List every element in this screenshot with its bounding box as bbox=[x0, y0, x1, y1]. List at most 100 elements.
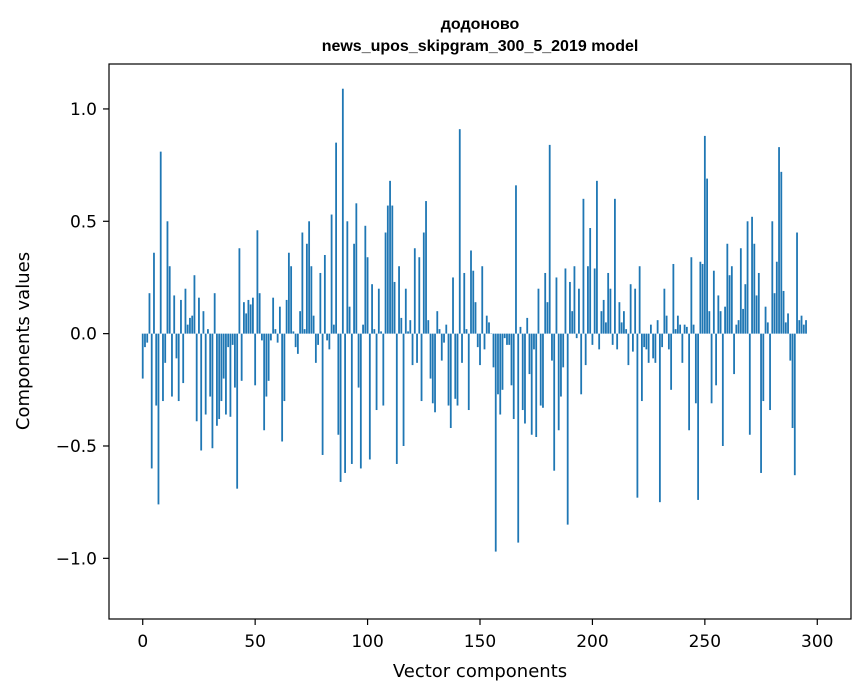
bar-134 bbox=[443, 333, 445, 343]
bar-57 bbox=[269, 333, 272, 341]
bar-245 bbox=[692, 324, 695, 334]
bar-233 bbox=[665, 315, 668, 334]
y-axis: 1.0 0.5 0.0 −0.5 −1.0 bbox=[56, 100, 109, 569]
bar-67 bbox=[292, 331, 295, 334]
bar-195 bbox=[580, 333, 583, 395]
bar-223 bbox=[643, 333, 646, 348]
bar-203 bbox=[598, 333, 601, 350]
bar-120 bbox=[411, 333, 414, 366]
bar-161 bbox=[503, 333, 506, 339]
bar-140 bbox=[456, 333, 459, 406]
bar-182 bbox=[551, 333, 553, 361]
y-tick-label-0: 1.0 bbox=[70, 100, 97, 120]
bar-249 bbox=[701, 263, 704, 334]
bar-160 bbox=[501, 333, 504, 390]
bar-168 bbox=[519, 326, 522, 334]
bar-148 bbox=[474, 302, 477, 334]
bar-121 bbox=[413, 248, 416, 334]
bar-33 bbox=[216, 333, 218, 426]
bar-197 bbox=[584, 333, 587, 366]
bar-214 bbox=[623, 311, 625, 334]
bar-94 bbox=[353, 243, 355, 334]
bar-51 bbox=[256, 230, 259, 334]
bar-251 bbox=[706, 178, 708, 334]
bar-272 bbox=[753, 243, 756, 334]
bar-212 bbox=[618, 302, 621, 334]
bar-114 bbox=[398, 266, 400, 334]
bar-149 bbox=[476, 333, 479, 348]
x-tick-label-1: 50 bbox=[244, 632, 266, 652]
bar-278 bbox=[766, 322, 769, 334]
bar-81 bbox=[323, 254, 326, 334]
bar-127 bbox=[427, 320, 430, 334]
bar-255 bbox=[715, 333, 717, 386]
bar-232 bbox=[663, 288, 666, 334]
bar-213 bbox=[620, 322, 623, 334]
bar-144 bbox=[465, 329, 468, 334]
bar-176 bbox=[537, 288, 540, 334]
bar-82 bbox=[326, 333, 329, 341]
bar-165 bbox=[512, 333, 515, 420]
bar-146 bbox=[470, 250, 472, 334]
bar-10 bbox=[164, 333, 167, 363]
bar-22 bbox=[191, 315, 194, 334]
bar-143 bbox=[463, 272, 466, 334]
bar-189 bbox=[566, 333, 569, 525]
bar-115 bbox=[400, 317, 403, 334]
bar-211 bbox=[616, 333, 619, 350]
bar-286 bbox=[784, 322, 787, 334]
bar-133 bbox=[440, 333, 443, 361]
bar-186 bbox=[560, 333, 562, 397]
bar-234 bbox=[667, 333, 670, 350]
bar-190 bbox=[569, 281, 571, 334]
bar-163 bbox=[508, 333, 511, 345]
bar-63 bbox=[283, 333, 286, 402]
bar-1 bbox=[144, 333, 146, 348]
bar-14 bbox=[173, 295, 176, 334]
bar-64 bbox=[285, 299, 288, 334]
bar-88 bbox=[339, 333, 342, 482]
bar-231 bbox=[661, 333, 664, 348]
bar-180 bbox=[546, 302, 549, 334]
bar-275 bbox=[760, 333, 762, 473]
bar-210 bbox=[614, 198, 616, 334]
bar-206 bbox=[605, 322, 607, 334]
bar-68 bbox=[294, 333, 297, 348]
bar-12 bbox=[168, 266, 171, 334]
bar-194 bbox=[578, 288, 580, 334]
bar-100 bbox=[366, 257, 369, 334]
bar-23 bbox=[193, 275, 196, 334]
bar-83 bbox=[328, 333, 331, 350]
bar-274 bbox=[757, 272, 760, 334]
bar-52 bbox=[258, 293, 261, 334]
bar-47 bbox=[247, 299, 250, 334]
bar-53 bbox=[260, 333, 263, 341]
bar-201 bbox=[593, 268, 596, 334]
bar-219 bbox=[634, 288, 637, 334]
bar-110 bbox=[389, 180, 391, 334]
bar-192 bbox=[573, 266, 576, 334]
bar-136 bbox=[447, 333, 450, 406]
bar-139 bbox=[454, 333, 457, 399]
bar-117 bbox=[404, 288, 407, 334]
x-tick-label-6: 300 bbox=[801, 632, 833, 652]
bar-202 bbox=[596, 180, 598, 334]
bar-66 bbox=[290, 266, 293, 334]
bar-34 bbox=[218, 333, 221, 420]
bar-177 bbox=[539, 333, 542, 406]
bar-74 bbox=[308, 221, 311, 334]
bar-171 bbox=[526, 317, 529, 334]
bar-271 bbox=[751, 216, 753, 334]
bar-124 bbox=[420, 333, 423, 402]
bar-276 bbox=[762, 333, 765, 402]
bar-54 bbox=[263, 333, 266, 431]
bar-108 bbox=[384, 232, 387, 334]
bar-263 bbox=[733, 333, 735, 375]
bar-162 bbox=[506, 333, 508, 345]
bar-166 bbox=[515, 185, 517, 334]
bar-107 bbox=[382, 333, 385, 406]
bar-179 bbox=[544, 272, 547, 334]
bar-236 bbox=[672, 263, 675, 334]
bar-79 bbox=[319, 272, 322, 334]
y-tick-label-3: −0.5 bbox=[56, 437, 97, 457]
